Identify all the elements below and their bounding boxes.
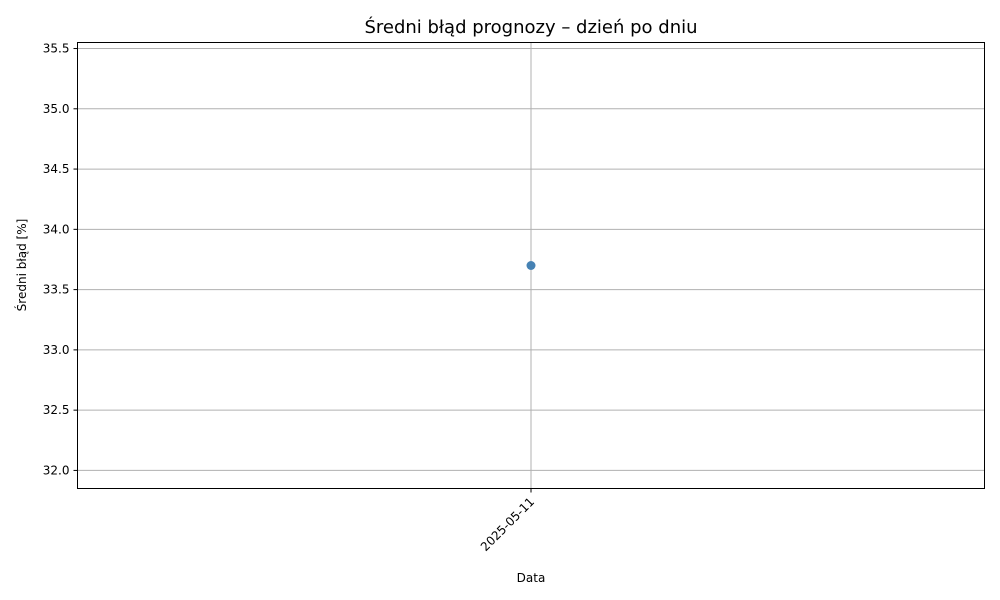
y-tick-label: 33.0 [43, 343, 70, 357]
y-axis-ticks: 32.0 32.5 33.0 33.5 34.0 34.5 35.0 35.5 [43, 42, 78, 477]
y-tick-label: 32.5 [43, 403, 70, 417]
y-axis-label: Średni błąd [%] [14, 219, 29, 312]
chart-title: Średni błąd prognozy – dzień po dniu [364, 16, 697, 38]
x-axis-ticks: 2025-05-11 [478, 488, 537, 554]
y-tick-label: 33.5 [43, 283, 70, 297]
grid-lines [77, 42, 985, 489]
data-point [526, 261, 536, 270]
y-tick-label: 35.0 [43, 102, 70, 116]
y-tick-label: 32.0 [43, 463, 70, 477]
y-tick-label: 35.5 [43, 42, 70, 56]
series-layer [526, 261, 536, 270]
x-tick-label: 2025-05-11 [478, 495, 537, 554]
y-tick-label: 34.5 [43, 162, 70, 176]
x-axis-label: Data [517, 571, 546, 585]
y-tick-label: 34.0 [43, 222, 70, 236]
